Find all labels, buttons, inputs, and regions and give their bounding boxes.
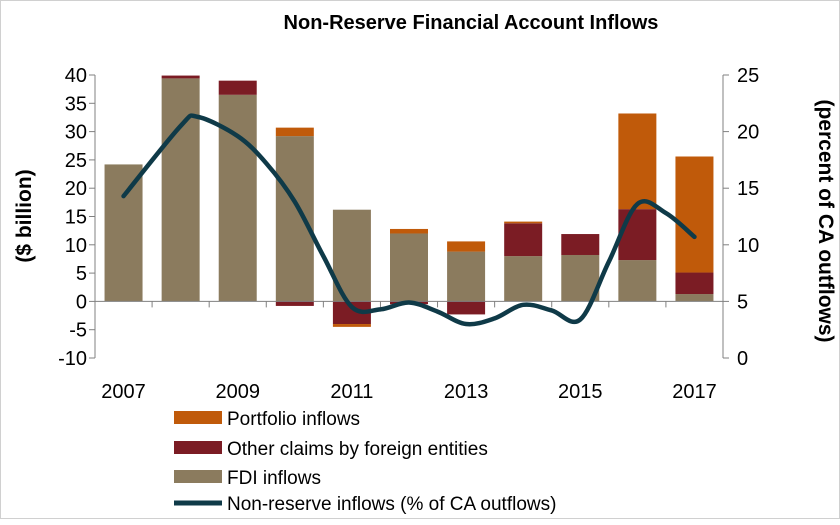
y2-tick-label: 15 [737, 178, 759, 200]
bar-other-2011 [332, 301, 371, 325]
bar-other-2010 [275, 301, 314, 306]
x-tick-label: 2017 [672, 381, 717, 403]
y-tick-label: 5 [76, 263, 87, 285]
y-tick-label: 30 [65, 122, 87, 144]
y2-tick-label: 0 [737, 348, 748, 370]
y-tick-label: 10 [65, 235, 87, 257]
bar-portfolio-2012 [390, 228, 428, 234]
bar-other-2016 [618, 209, 657, 261]
bar-portfolio-2016 [618, 113, 657, 210]
legend-swatch-fdi [174, 470, 222, 483]
bar-fdi-2008 [161, 78, 200, 302]
legend-swatch-portfolio [174, 411, 222, 424]
y2-tick-label: 25 [737, 65, 759, 87]
series-line-nonreserve [121, 113, 697, 327]
bar-portfolio-2013 [447, 241, 486, 252]
bar-portfolio-2014 [504, 221, 543, 224]
legend-label-portfolio: Portfolio inflows [227, 409, 360, 430]
bar-fdi-2012 [390, 233, 428, 302]
y2-tick-label: 5 [737, 291, 748, 313]
x-tick-label: 2015 [558, 381, 603, 403]
x-tick-label: 2013 [444, 381, 489, 403]
bar-fdi-2016 [618, 260, 657, 302]
bar-portfolio-2010 [275, 127, 314, 137]
bar-portfolio-2011 [332, 324, 371, 327]
y-tick-label: 25 [65, 150, 87, 172]
y2-tick-label: 20 [737, 122, 759, 144]
x-tick-label: 2007 [101, 381, 146, 403]
legend-swatch-other [174, 441, 222, 454]
bar-other-2009 [218, 80, 257, 95]
y-tick-label: 20 [65, 178, 87, 200]
bar-fdi-2007 [104, 164, 143, 302]
y-tick-label: 35 [65, 93, 87, 115]
x-tick-label: 2011 [330, 381, 373, 403]
legend-label-fdi: FDI inflows [227, 468, 321, 489]
bars-group [104, 75, 714, 327]
bar-fdi-2013 [447, 251, 486, 302]
bar-fdi-2014 [504, 256, 543, 302]
bar-other-2008 [161, 75, 200, 79]
y2-tick-label: 10 [737, 235, 759, 257]
y-tick-label: 15 [65, 207, 87, 229]
y2-axis-title: (percent of CA outflows) [814, 99, 837, 342]
legend-label-other: Other claims by foreign entities [227, 439, 488, 460]
legend-label-line: Non-reserve inflows (% of CA outflows) [227, 494, 556, 515]
y-tick-label: -5 [69, 320, 87, 342]
y-tick-label: 0 [76, 291, 87, 313]
bar-portfolio-2017 [675, 156, 714, 273]
y-tick-label: -10 [58, 348, 87, 370]
bar-other-2013 [447, 301, 486, 315]
y-axis-title: ($ billion) [13, 169, 36, 262]
chart-title: Non-Reserve Financial Account Inflows [284, 12, 659, 34]
bar-fdi-2010 [275, 136, 314, 302]
bar-other-2015 [561, 234, 600, 255]
x-tick-label: 2009 [215, 381, 260, 403]
bar-other-2017 [675, 272, 714, 295]
bar-other-2014 [504, 223, 543, 257]
y-tick-label: 40 [65, 65, 87, 87]
legend: Portfolio inflows Other claims by foreig… [174, 409, 556, 515]
bar-fdi-2017 [675, 294, 714, 302]
line-group [121, 113, 697, 327]
